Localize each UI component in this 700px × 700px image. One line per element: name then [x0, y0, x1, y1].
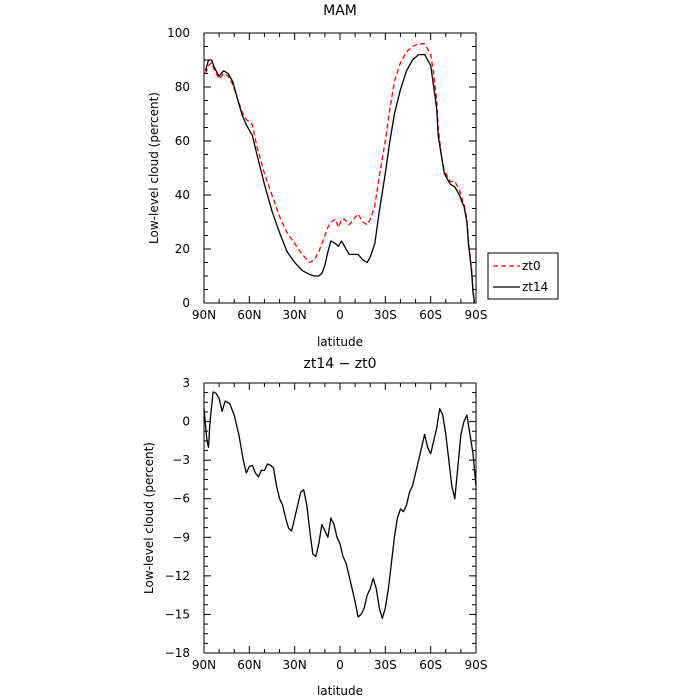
- x-tick-label: 60N: [237, 308, 261, 322]
- y-tick-label: 20: [175, 242, 190, 256]
- series-line-diff-0: [203, 391, 477, 619]
- x-axis-label: latitude: [317, 684, 363, 698]
- y-tick-label: 3: [182, 376, 190, 390]
- x-tick-label: 30N: [283, 308, 307, 322]
- y-tick-label: 0: [182, 415, 190, 429]
- y-tick-label: −18: [165, 646, 190, 660]
- legend-label-zt0: zt0: [522, 259, 541, 273]
- legend: zt0 zt14: [487, 252, 559, 300]
- y-tick-label: −3: [172, 453, 190, 467]
- x-axis: 90N 60N 30N 0 30S 60S 90S: [192, 33, 488, 322]
- x-tick-label: 30N: [283, 658, 307, 672]
- x-tick-label: 60S: [419, 658, 442, 672]
- x-tick-label: 30S: [374, 658, 397, 672]
- legend-label-zt14: zt14: [522, 280, 548, 294]
- x-tick-label: 90S: [465, 658, 488, 672]
- x-tick-label: 60N: [237, 658, 261, 672]
- x-tick-label: 0: [336, 658, 344, 672]
- y-tick-label: 60: [175, 134, 190, 148]
- x-axis-label: latitude: [317, 335, 363, 349]
- panel-bottom-difference: zt14 − zt0 90N 60N 30N 0 30S 60S 90S 3 0 −3 −6 −9 −…: [142, 356, 487, 698]
- series-lines: [204, 43, 476, 304]
- x-tick-label: 90S: [465, 308, 488, 322]
- y-tick-label: 100: [167, 26, 190, 40]
- x-tick-label: 60S: [419, 308, 442, 322]
- y-axis-label: Low-level cloud (percent): [147, 92, 161, 244]
- legend-box: [487, 252, 559, 300]
- series-line-zt0: [204, 43, 476, 304]
- y-tick-label: −15: [165, 607, 190, 621]
- y-tick-label: −6: [172, 492, 190, 506]
- y-axis-label: Low-level cloud (percent): [142, 442, 156, 594]
- y-axis: 0 20 40 60 80 100: [167, 26, 476, 310]
- panel-top-mam: MAM 90N 60N 30N 0 30S 60S 90S 0 20 40 60 80 100 lat…: [147, 3, 559, 349]
- plot-frame: [203, 382, 477, 654]
- chart-title: MAM: [323, 3, 357, 19]
- series-lines: [203, 391, 477, 619]
- x-axis: 90N 60N 30N 0 30S 60S 90S: [192, 383, 488, 672]
- x-tick-label: 90N: [192, 658, 216, 672]
- x-tick-label: 90N: [192, 308, 216, 322]
- y-tick-label: 40: [175, 188, 190, 202]
- x-tick-label: 30S: [374, 308, 397, 322]
- y-tick-label: −9: [172, 530, 190, 544]
- series-line-zt14: [204, 53, 476, 304]
- y-tick-label: −12: [165, 569, 190, 583]
- plot-frame: [203, 32, 477, 304]
- x-tick-label: 0: [336, 308, 344, 322]
- y-tick-label: 0: [182, 296, 190, 310]
- y-tick-label: 80: [175, 80, 190, 94]
- y-axis: 3 0 −3 −6 −9 −12 −15 −18: [165, 376, 476, 660]
- chart-title: zt14 − zt0: [303, 356, 376, 372]
